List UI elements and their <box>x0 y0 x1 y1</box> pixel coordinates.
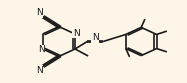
Text: N: N <box>36 66 43 75</box>
Text: N: N <box>38 45 45 54</box>
Text: N: N <box>92 33 99 42</box>
Text: N: N <box>36 8 43 17</box>
Text: N: N <box>73 29 80 38</box>
